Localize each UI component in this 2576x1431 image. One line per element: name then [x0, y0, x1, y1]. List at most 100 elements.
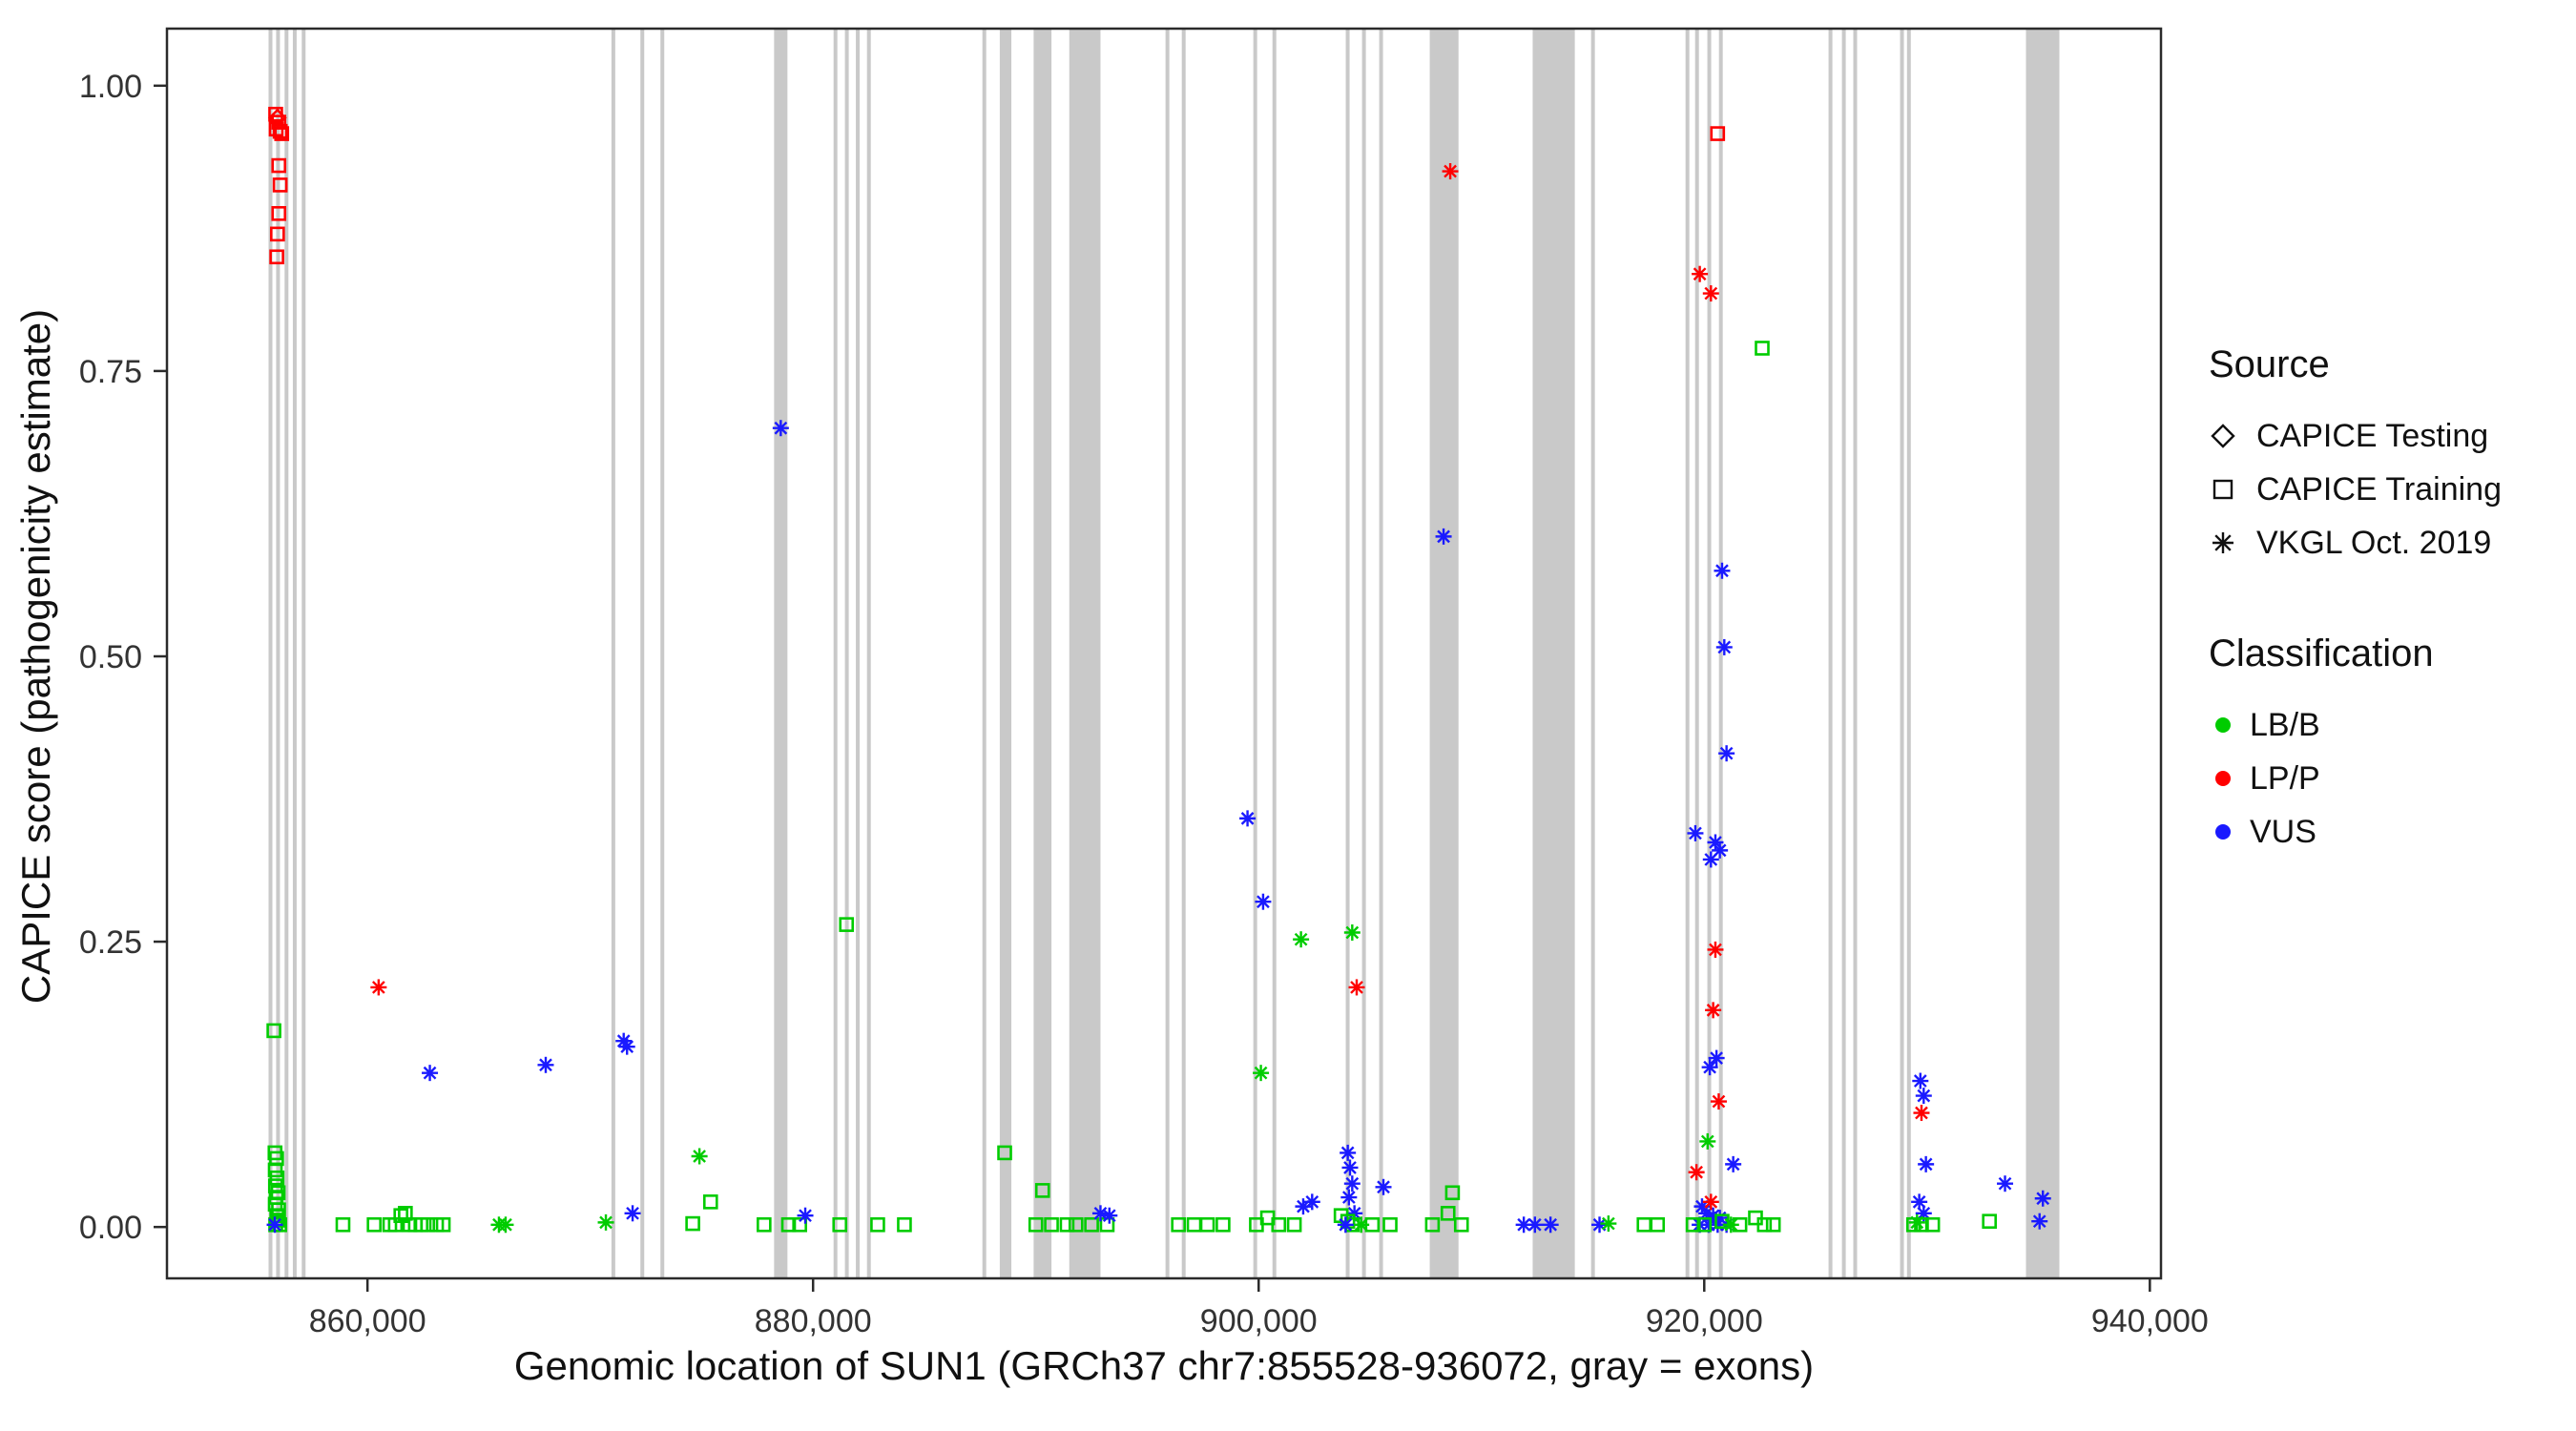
exon-band	[1694, 29, 1699, 1278]
exon-band	[284, 29, 289, 1278]
legend-item-label: CAPICE Training	[2256, 470, 2502, 508]
data-point	[1215, 1216, 1231, 1233]
diamond-icon	[2211, 424, 2235, 448]
exon-band	[301, 29, 306, 1278]
data-point	[272, 177, 288, 193]
data-point	[1692, 265, 1709, 282]
data-point	[269, 249, 284, 265]
data-point	[702, 1194, 718, 1210]
data-point	[1453, 1216, 1469, 1233]
data-point	[1293, 931, 1310, 948]
data-point	[597, 1213, 614, 1231]
data-point	[1527, 1216, 1544, 1234]
data-point	[1199, 1216, 1215, 1233]
data-point	[1997, 1175, 2014, 1192]
data-point	[897, 1216, 912, 1233]
data-point	[1650, 1216, 1666, 1233]
data-point	[1099, 1216, 1115, 1233]
data-point	[1171, 1216, 1186, 1233]
data-point	[1755, 341, 1770, 356]
exon-band	[982, 29, 987, 1278]
blue-dot-icon	[2215, 824, 2231, 840]
exon-band	[866, 29, 871, 1278]
data-point	[1714, 562, 1731, 579]
data-point	[1337, 1216, 1354, 1234]
legend-item-capice-testing: CAPICE Testing	[2209, 409, 2502, 463]
data-point	[1708, 1049, 1725, 1067]
data-point	[270, 226, 285, 242]
data-point	[1253, 1065, 1270, 1082]
data-point	[1440, 1206, 1456, 1221]
data-point	[1702, 1193, 1719, 1211]
data-point	[1286, 1216, 1302, 1233]
data-point	[1424, 1216, 1441, 1233]
data-point	[839, 917, 855, 932]
exon-band	[999, 29, 1012, 1278]
data-point	[1918, 1155, 1935, 1172]
data-point	[1343, 924, 1361, 942]
panel-border	[165, 27, 2163, 1280]
data-point	[1239, 810, 1257, 827]
data-point	[1515, 1216, 1532, 1234]
exon-band	[1033, 29, 1052, 1278]
data-point	[266, 1023, 281, 1039]
data-point	[1756, 1216, 1773, 1233]
data-point	[797, 1207, 814, 1224]
data-point	[1044, 1216, 1059, 1233]
data-point	[1765, 1216, 1781, 1233]
data-point	[1702, 285, 1719, 302]
data-point	[832, 1216, 848, 1233]
exon-band	[1532, 29, 1575, 1278]
y-tick-label: 0.00	[79, 1210, 142, 1246]
exon-band	[1828, 29, 1833, 1278]
exon-band	[1253, 29, 1257, 1278]
exon-band	[774, 29, 788, 1278]
exon-band	[1841, 29, 1846, 1278]
data-point	[1908, 1213, 1925, 1231]
data-point	[266, 1216, 283, 1234]
data-point	[1912, 1072, 1929, 1089]
data-point	[1699, 1132, 1716, 1150]
legend-item-lbb: LB/B	[2209, 698, 2502, 752]
data-point	[691, 1148, 708, 1165]
data-point	[271, 157, 287, 174]
data-point	[1687, 824, 1704, 841]
legend-classification-title: Classification	[2209, 633, 2434, 674]
exon-band	[660, 29, 665, 1278]
red-dot-icon	[2215, 771, 2231, 786]
data-point	[1924, 1216, 1941, 1233]
exon-band	[1361, 29, 1366, 1278]
legend-source-title: Source	[2209, 343, 2330, 385]
data-point	[1710, 1093, 1727, 1110]
asterisk-icon	[2212, 532, 2233, 553]
data-point	[1271, 1216, 1287, 1233]
data-point	[1688, 1164, 1705, 1181]
data-point	[435, 1216, 451, 1233]
data-point	[618, 1038, 635, 1055]
exon-band	[856, 29, 861, 1278]
y-axis-title: CAPICE score (pathogenicity estimate)	[13, 308, 58, 1005]
exon-band	[1272, 29, 1277, 1278]
data-point	[1913, 1105, 1930, 1122]
data-point	[1707, 941, 1724, 958]
data-point	[772, 420, 789, 437]
data-point	[685, 1215, 700, 1232]
data-point	[1982, 1213, 1997, 1229]
data-point	[370, 979, 387, 996]
y-tick-label: 0.50	[79, 639, 142, 675]
legend-item-label: LB/B	[2250, 706, 2320, 743]
data-point	[1600, 1215, 1617, 1233]
exon-band	[268, 29, 273, 1278]
x-tick-label: 900,000	[1200, 1303, 1318, 1339]
data-point	[1435, 528, 1452, 545]
data-point	[1542, 1216, 1559, 1234]
data-point	[1303, 1193, 1320, 1211]
exon-band	[1165, 29, 1170, 1278]
data-point	[1364, 1216, 1381, 1233]
x-tick-label: 880,000	[755, 1303, 872, 1339]
data-point	[366, 1216, 382, 1233]
data-point	[757, 1216, 772, 1233]
exon-band	[1718, 29, 1723, 1278]
data-point	[393, 1208, 408, 1224]
